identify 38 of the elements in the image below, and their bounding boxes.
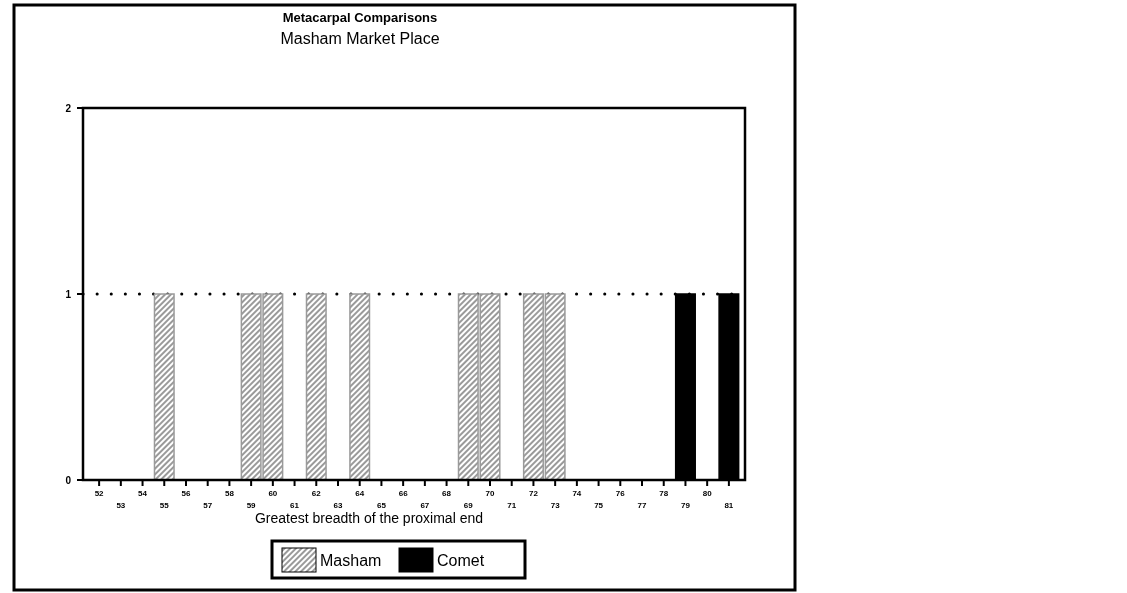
x-tick-label: 77 <box>637 501 648 510</box>
x-tick-label: 57 <box>203 501 213 510</box>
x-tick-label: 73 <box>550 501 561 510</box>
x-tick-label: 53 <box>116 501 126 510</box>
x-tick-label: 74 <box>572 489 582 498</box>
x-tick-label: 72 <box>528 489 539 498</box>
x-tick-label: 68 <box>442 489 452 498</box>
x-tick-label: 61 <box>290 501 300 510</box>
x-tick-label: 66 <box>398 489 409 498</box>
x-tick-label: 81 <box>724 501 734 510</box>
x-tick-label: 79 <box>681 501 691 510</box>
x-tick-label: 56 <box>181 489 191 498</box>
x-tick-label: 67 <box>420 501 430 510</box>
x-tick-label: 58 <box>224 489 235 498</box>
x-tick-label: 78 <box>659 489 669 498</box>
chart-subtitle: Masham Market Place <box>280 30 440 47</box>
x-tick-label: 71 <box>507 501 517 510</box>
x-axis-title: Greatest breadth of the proximal end <box>254 510 484 526</box>
x-tick-label: 63 <box>333 501 343 510</box>
x-tick-label: 70 <box>485 489 495 498</box>
x-tick-label: 54 <box>138 489 148 498</box>
x-tick-label: 62 <box>311 489 322 498</box>
x-tick-label: 80 <box>702 489 713 498</box>
x-tick-label: 65 <box>376 501 387 510</box>
x-tick-label: 76 <box>615 489 626 498</box>
y-tick-label: 1 <box>65 288 72 300</box>
x-tick-label: 60 <box>268 489 278 498</box>
x-tick-label: 59 <box>246 501 257 510</box>
y-tick-label: 0 <box>65 474 72 486</box>
y-tick-label: 2 <box>65 102 72 114</box>
legend-label: Comet <box>437 552 485 569</box>
chart-title: Metacarpal Comparisons <box>282 10 438 25</box>
legend-label: Masham <box>320 552 382 569</box>
x-tick-label: 55 <box>159 501 170 510</box>
x-tick-label: 69 <box>463 501 474 510</box>
x-tick-label: 75 <box>594 501 604 510</box>
x-tick-label: 64 <box>355 489 365 498</box>
x-tick-label: 52 <box>94 489 105 498</box>
